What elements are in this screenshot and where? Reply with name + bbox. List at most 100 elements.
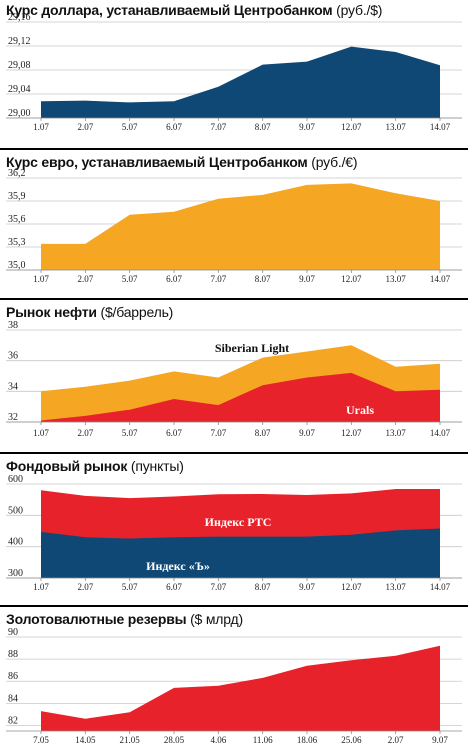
oil-market-title-text: Рынок нефти: [6, 304, 97, 320]
x-tick-label: 18.06: [297, 735, 318, 745]
series-area-1: [41, 645, 440, 731]
x-tick-label: 13.07: [386, 274, 407, 284]
reserves-chart: 82 84 86 88 90 7.05 14.05 21.05 28.05 4.06 11.06 18…: [6, 627, 462, 745]
eur-rate-unit: (руб./€): [311, 154, 358, 170]
y-tick-label: 88: [8, 649, 18, 660]
x-tick-label: 2.07: [388, 735, 404, 745]
y-tick-label: 400: [8, 537, 23, 548]
oil-market-unit: ($/баррель): [100, 304, 174, 320]
divider: [0, 452, 468, 454]
eur-rate-chart: 35,0 35,3 35,6 35,9 36,2 1.07 2.07 5.07 6.07 7.07…: [6, 168, 462, 284]
y-tick-label: 35,6: [8, 214, 26, 225]
x-tick-label: 5.07: [122, 582, 138, 592]
y-tick-label: 35,9: [8, 191, 26, 202]
y-tick-label: 300: [8, 568, 23, 579]
series-area-2: [41, 372, 440, 422]
x-tick-label: 11.06: [253, 735, 273, 745]
x-tick-label: 6.07: [166, 122, 182, 132]
y-tick-label: 32: [8, 412, 18, 423]
y-tick-label: 29,04: [8, 84, 31, 95]
x-tick-label: 5.07: [122, 428, 138, 438]
oil-market-panel: Рынок нефти ($/баррель) 32 34 36 38 1.07 2.07…: [0, 302, 468, 452]
x-tick-label: 7.07: [210, 274, 226, 284]
y-tick-label: 35,3: [8, 237, 26, 248]
reserves-unit: ($ млрд): [190, 611, 243, 627]
x-tick-label: 1.07: [33, 274, 49, 284]
y-tick-label: 34: [8, 381, 18, 392]
x-tick-label: 12.07: [341, 582, 362, 592]
series-area-1: [41, 46, 440, 118]
x-tick-label: 1.07: [33, 582, 49, 592]
eur-rate-panel: Курс евро, устанавливаемый Центробанком …: [0, 152, 468, 297]
x-tick-label: 12.07: [341, 428, 362, 438]
x-tick-label: 13.07: [386, 122, 407, 132]
oil-market-title: Рынок нефти ($/баррель): [6, 304, 173, 320]
stock-market-unit: (пункты): [130, 458, 184, 474]
series-label: Urals: [346, 403, 374, 417]
y-tick-label: 29,08: [8, 60, 31, 71]
x-tick-label: 7.07: [210, 428, 226, 438]
x-tick-label: 6.07: [166, 274, 182, 284]
x-tick-label: 9.07: [299, 274, 315, 284]
y-tick-label: 600: [8, 474, 23, 485]
series-area-2: [41, 528, 440, 578]
divider: [0, 148, 468, 150]
y-tick-label: 29,16: [8, 12, 31, 23]
x-tick-label: 2.07: [77, 274, 93, 284]
x-tick-label: 14.07: [430, 428, 451, 438]
x-tick-label: 5.07: [122, 274, 138, 284]
x-tick-label: 7.07: [210, 122, 226, 132]
usd-rate-panel: Курс доллара, устанавливаемый Центробанк…: [0, 0, 468, 148]
x-tick-label: 9.07: [299, 428, 315, 438]
stock-market-title-text: Фондовый рынок: [6, 458, 128, 474]
x-tick-label: 7.05: [33, 735, 49, 745]
stock-market-title: Фондовый рынок (пункты): [6, 458, 184, 474]
x-tick-label: 9.07: [432, 735, 448, 745]
reserves-title: Золотовалютные резервы ($ млрд): [6, 611, 243, 627]
usd-rate-chart: 29,00 29,04 29,08 29,12 29,16 1.07 2.07 5.07 6.0…: [6, 12, 462, 132]
x-tick-label: 9.07: [299, 122, 315, 132]
x-tick-label: 6.07: [166, 582, 182, 592]
x-tick-label: 9.07: [299, 582, 315, 592]
divider: [0, 605, 468, 607]
x-tick-label: 6.07: [166, 428, 182, 438]
x-tick-label: 28.05: [164, 735, 185, 745]
stock-market-chart: 300 400 500 600 1.07 2.07 5.07 6.07 7.07 8.07 9.07…: [6, 474, 462, 592]
x-tick-label: 21.05: [120, 735, 141, 745]
x-tick-label: 8.07: [255, 122, 271, 132]
eur-rate-title-text: Курс евро, устанавливаемый Центробанком: [6, 154, 308, 170]
y-tick-label: 84: [8, 693, 18, 704]
usd-rate-unit: (руб./$): [336, 2, 383, 18]
x-tick-label: 5.07: [122, 122, 138, 132]
x-tick-label: 14.05: [75, 735, 96, 745]
y-tick-label: 29,12: [8, 36, 31, 47]
series-area-1: [41, 183, 440, 270]
x-tick-label: 14.07: [430, 582, 451, 592]
x-tick-label: 14.07: [430, 274, 451, 284]
x-tick-label: 7.07: [210, 582, 226, 592]
eur-rate-title: Курс евро, устанавливаемый Центробанком …: [6, 154, 358, 170]
x-tick-label: 8.07: [255, 582, 271, 592]
x-tick-label: 12.07: [341, 274, 362, 284]
x-tick-label: 14.07: [430, 122, 451, 132]
reserves-title-text: Золотовалютные резервы: [6, 611, 187, 627]
x-tick-label: 8.07: [255, 274, 271, 284]
y-tick-label: 90: [8, 627, 18, 638]
stock-market-panel: Фондовый рынок (пункты) 300 400 500 600 1.07…: [0, 456, 468, 602]
y-tick-label: 36,2: [8, 168, 26, 179]
y-tick-label: 38: [8, 320, 18, 331]
x-tick-label: 8.07: [255, 428, 271, 438]
y-tick-label: 82: [8, 715, 18, 726]
x-tick-label: 1.07: [33, 122, 49, 132]
x-tick-label: 2.07: [77, 428, 93, 438]
reserves-panel: Золотовалютные резервы ($ млрд) 82 84 86 88…: [0, 609, 468, 748]
y-tick-label: 500: [8, 505, 23, 516]
x-tick-label: 13.07: [386, 582, 407, 592]
y-tick-label: 35,0: [8, 260, 26, 271]
x-tick-label: 25.06: [341, 735, 362, 745]
divider: [0, 298, 468, 300]
oil-market-chart: 32 34 36 38 1.07 2.07 5.07 6.07 7.07 8.07 9.07 12.0…: [6, 320, 462, 438]
x-tick-label: 13.07: [386, 428, 407, 438]
x-tick-label: 2.07: [77, 122, 93, 132]
